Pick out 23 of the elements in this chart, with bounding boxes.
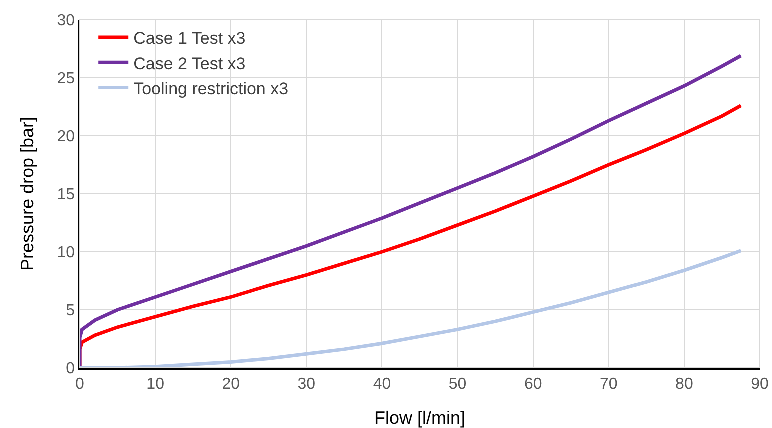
x-tick-label: 50	[448, 376, 467, 393]
x-tick-label: 60	[524, 376, 542, 393]
legend-label: Case 1 Test x3	[134, 29, 246, 48]
y-tick-label: 25	[57, 70, 76, 88]
x-tick-label: 10	[146, 376, 165, 393]
y-tick-label: 5	[66, 302, 76, 320]
x-tick-label: 80	[676, 376, 694, 393]
legend-label: Tooling restriction x3	[134, 79, 289, 98]
line-series	[80, 249, 743, 368]
y-tick-label: 15	[57, 186, 76, 204]
legend-label: Case 2 Test x3	[134, 54, 246, 74]
x-tick-label: 40	[373, 376, 392, 393]
y-tick-label: 20	[57, 128, 76, 146]
y-tick-label: 30	[57, 12, 76, 30]
y-tick-label: 0	[66, 360, 76, 378]
x-tick-label: 30	[298, 376, 316, 393]
y-tick-label: 10	[57, 244, 76, 262]
x-tick-label: 70	[600, 376, 618, 393]
y-axis-title: Pressure drop [bar]	[18, 116, 38, 272]
x-axis-title: Flow [l/min]	[374, 408, 466, 428]
line-series	[80, 54, 743, 368]
x-tick-label: 90	[751, 376, 769, 393]
x-tick-label: 20	[222, 376, 240, 393]
